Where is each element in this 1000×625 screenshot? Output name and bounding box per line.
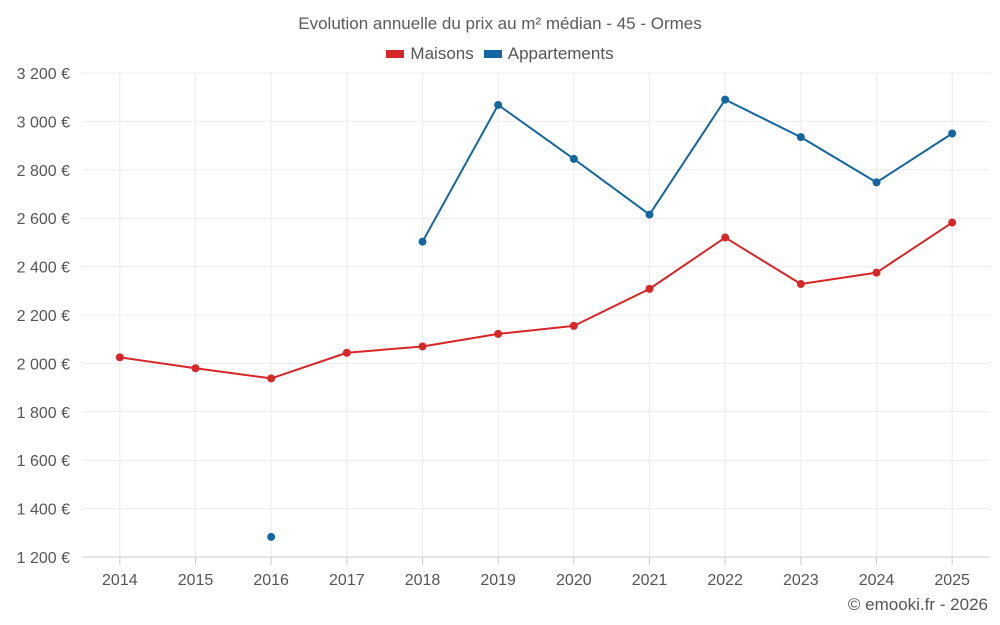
series-line-maisons	[572, 287, 651, 327]
x-tick-label: 2023	[783, 572, 819, 589]
chart-title: Evolution annuelle du prix au m² médian …	[298, 14, 702, 33]
series-line-appartements	[724, 98, 802, 139]
data-point-appartements	[948, 129, 957, 138]
legend-swatch-appartements	[483, 50, 502, 58]
x-tick-label: 2021	[632, 572, 668, 589]
x-tick-label: 2017	[329, 572, 365, 589]
data-point-maisons	[494, 329, 503, 338]
data-point-appartements	[796, 133, 805, 142]
legend-label-maisons: Maisons	[410, 44, 474, 63]
x-tick-label: 2024	[859, 572, 895, 589]
data-point-appartements	[494, 100, 503, 109]
x-tick-label: 2019	[480, 572, 516, 589]
x-tick-label: 2014	[102, 572, 138, 589]
series-line-appartements	[497, 103, 575, 160]
series-line-maisons	[799, 271, 878, 286]
x-tick-label: 2020	[556, 572, 592, 589]
data-point-maisons	[342, 348, 351, 357]
y-tick-label: 2 800 €	[17, 163, 70, 180]
y-tick-label: 1 800 €	[17, 405, 70, 422]
x-tick-label: 2015	[178, 572, 214, 589]
data-point-appartements	[721, 95, 730, 104]
x-tick-label: 2025	[934, 572, 970, 589]
series-line-maisons	[270, 351, 348, 380]
legend-swatch-maisons	[386, 50, 405, 58]
data-point-maisons	[418, 342, 427, 351]
series-line-maisons	[345, 345, 424, 354]
data-point-maisons	[191, 364, 200, 373]
series-line-maisons	[421, 332, 500, 348]
credit-text: © emooki.fr - 2026	[847, 595, 988, 614]
series-line-appartements	[875, 132, 954, 184]
data-point-maisons	[115, 353, 124, 362]
series-line-maisons	[648, 236, 727, 290]
data-point-maisons	[796, 280, 805, 289]
data-point-appartements	[418, 237, 427, 246]
y-tick-label: 1 200 €	[17, 550, 70, 567]
legend-item-maisons[interactable]: Maisons	[386, 44, 474, 64]
series-line-appartements	[799, 136, 878, 184]
x-tick-label: 2018	[405, 572, 441, 589]
y-tick-label: 1 400 €	[17, 502, 70, 519]
y-tick-label: 2 200 €	[17, 308, 70, 325]
legend: Maisons Appartements	[0, 44, 1000, 64]
data-point-maisons	[948, 218, 957, 227]
y-tick-label: 2 400 €	[17, 260, 70, 277]
y-tick-label: 1 600 €	[17, 453, 70, 470]
data-point-appartements	[872, 178, 881, 187]
series-line-maisons	[118, 356, 197, 370]
series-line-maisons	[194, 367, 273, 380]
data-point-maisons	[872, 268, 881, 277]
series-line-maisons	[875, 221, 954, 274]
series-line-appartements	[648, 98, 727, 216]
data-point-maisons	[569, 321, 578, 330]
series-line-appartements	[421, 103, 500, 243]
data-point-appartements	[267, 532, 276, 541]
x-tick-label: 2016	[253, 572, 289, 589]
y-tick-label: 3 000 €	[17, 114, 70, 131]
series-line-appartements	[572, 157, 651, 216]
series-line-maisons	[724, 236, 802, 286]
legend-label-appartements: Appartements	[507, 44, 614, 63]
data-point-appartements	[569, 154, 578, 163]
series-line-maisons	[497, 324, 575, 335]
data-point-appartements	[645, 210, 654, 219]
data-point-maisons	[267, 374, 276, 383]
legend-item-appartements[interactable]: Appartements	[483, 44, 614, 64]
y-tick-label: 3 200 €	[17, 66, 70, 83]
y-tick-label: 2 600 €	[17, 211, 70, 228]
x-tick-label: 2022	[707, 572, 743, 589]
y-tick-label: 2 000 €	[17, 356, 70, 373]
data-point-maisons	[645, 284, 654, 293]
data-point-maisons	[721, 233, 730, 242]
